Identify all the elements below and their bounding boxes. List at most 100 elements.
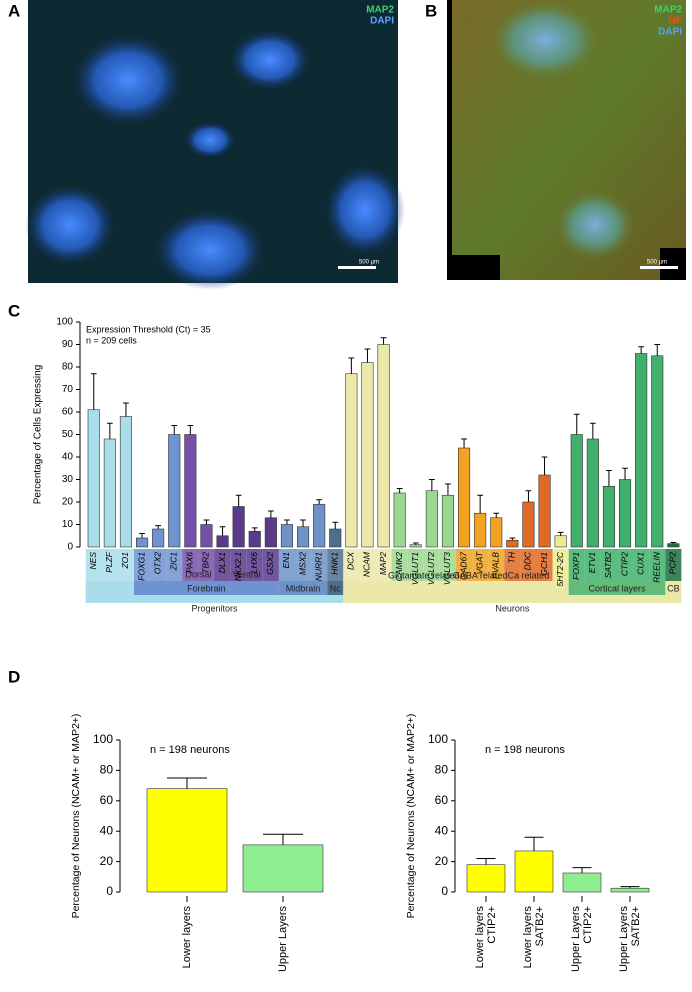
error-bar bbox=[167, 777, 207, 789]
category-cell bbox=[198, 549, 215, 581]
y-tick-label: 100 bbox=[56, 317, 73, 328]
y-axis-label: Percentage of Cells Expressing bbox=[33, 365, 44, 505]
image-legend: NF bbox=[669, 16, 682, 27]
error-bar bbox=[654, 344, 661, 356]
group-label: CB bbox=[667, 583, 680, 593]
bar bbox=[242, 844, 324, 893]
category-cell bbox=[295, 549, 312, 581]
error-bar bbox=[638, 346, 645, 354]
group-label: GABA related bbox=[453, 570, 508, 580]
x-tick-label: EN1 bbox=[281, 552, 291, 569]
category-cell bbox=[504, 549, 521, 581]
x-tick-label: LHX6 bbox=[249, 552, 259, 574]
group-label: Progenitors bbox=[191, 603, 238, 613]
category-cell bbox=[536, 549, 553, 581]
error-bar bbox=[493, 512, 500, 518]
bar bbox=[345, 373, 358, 548]
error-bar bbox=[525, 490, 532, 502]
error-bar bbox=[187, 425, 194, 435]
error-bar bbox=[380, 337, 387, 345]
error-bar bbox=[461, 438, 467, 448]
y-tick-label: 100 bbox=[428, 732, 448, 746]
category-cell bbox=[584, 549, 601, 581]
error-bar bbox=[572, 867, 592, 873]
x-tick-label: FOXP1 bbox=[571, 552, 581, 580]
category-cell bbox=[568, 549, 585, 581]
x-tick-label: OTX2 bbox=[152, 552, 162, 574]
x-tick-label: TBR2 bbox=[201, 552, 211, 574]
bar bbox=[377, 344, 390, 548]
image-legend: MAP2 bbox=[654, 5, 682, 16]
annotation: Expression Threshold (Ct) = 35 bbox=[86, 324, 211, 334]
y-tick-label: 0 bbox=[106, 884, 113, 898]
x-tick-label: CUX1 bbox=[635, 552, 645, 575]
y-axis-label: Percentage of Neurons (NCAM+ or MAP2+) bbox=[70, 714, 82, 919]
group-label: Ventral bbox=[233, 569, 261, 579]
group-band bbox=[343, 595, 682, 603]
x-tick-label: PLZF bbox=[104, 551, 114, 573]
y-tick-label: 0 bbox=[441, 884, 448, 898]
bar bbox=[264, 517, 277, 548]
category-cell bbox=[439, 549, 456, 581]
y-tick-label: 100 bbox=[93, 732, 113, 746]
x-tick-label: VGLUT2 bbox=[426, 552, 436, 585]
error-bar bbox=[267, 510, 274, 518]
bar bbox=[618, 479, 632, 548]
x-tick-label: NES bbox=[88, 552, 98, 570]
bar bbox=[466, 864, 506, 893]
annotation: n = 198 neurons bbox=[485, 744, 565, 756]
y-tick-label: 10 bbox=[62, 519, 74, 530]
error-bar bbox=[219, 526, 226, 536]
bar bbox=[393, 492, 406, 548]
group-band bbox=[134, 581, 279, 595]
group-band bbox=[665, 581, 682, 595]
group-label: Forebrain bbox=[187, 583, 226, 593]
category-cell bbox=[327, 549, 344, 581]
group-label: Neurons bbox=[495, 603, 530, 613]
error-bar bbox=[622, 467, 628, 480]
x-tick-label: Upper Layers bbox=[618, 906, 630, 973]
y-tick-label: 90 bbox=[62, 339, 74, 350]
x-tick-label: Upper Layers bbox=[277, 906, 289, 973]
x-tick-label: ZIC1 bbox=[169, 552, 179, 572]
x-tick-label: DLX1 bbox=[217, 552, 227, 574]
x-tick-label: GAD67 bbox=[458, 552, 468, 580]
category-cell bbox=[246, 549, 263, 581]
category-cell bbox=[134, 549, 151, 581]
bar bbox=[425, 490, 438, 548]
y-tick-label: 80 bbox=[435, 763, 449, 777]
category-cell bbox=[262, 549, 279, 581]
x-tick-label: HNK1 bbox=[330, 552, 340, 575]
category-cell bbox=[214, 549, 231, 581]
bar bbox=[152, 528, 165, 548]
category-cell bbox=[278, 549, 295, 581]
group-label: Dorsal bbox=[185, 569, 211, 579]
y-tick-label: 70 bbox=[62, 384, 74, 395]
bar bbox=[216, 535, 229, 548]
bar bbox=[562, 872, 602, 893]
bar bbox=[474, 512, 487, 548]
category-cell bbox=[166, 549, 183, 581]
y-tick-label: 80 bbox=[62, 362, 74, 373]
x-tick-label: ZO1 bbox=[120, 552, 130, 570]
bar bbox=[136, 537, 149, 548]
error-bar bbox=[428, 479, 435, 491]
y-axis-label: Percentage of Neurons (NCAM+ or MAP2+) bbox=[405, 714, 417, 919]
error-bar bbox=[524, 836, 544, 851]
x-tick-label: ETV1 bbox=[587, 552, 597, 574]
category-cell bbox=[391, 549, 408, 581]
category-cell bbox=[617, 549, 634, 581]
x-tick-label: GCH1 bbox=[539, 552, 549, 576]
image-a bbox=[25, 0, 405, 290]
bar bbox=[457, 447, 471, 548]
x-tick-label: VGAT bbox=[474, 551, 484, 574]
bar bbox=[441, 494, 455, 548]
y-tick-label: 40 bbox=[100, 823, 114, 837]
y-tick-label: 40 bbox=[435, 823, 449, 837]
x-tick-label: GSX2 bbox=[265, 552, 275, 575]
panel-label: B bbox=[425, 1, 437, 20]
category-cell bbox=[456, 549, 473, 581]
bar bbox=[361, 362, 374, 548]
error-bar bbox=[263, 833, 303, 845]
bar bbox=[184, 434, 197, 548]
